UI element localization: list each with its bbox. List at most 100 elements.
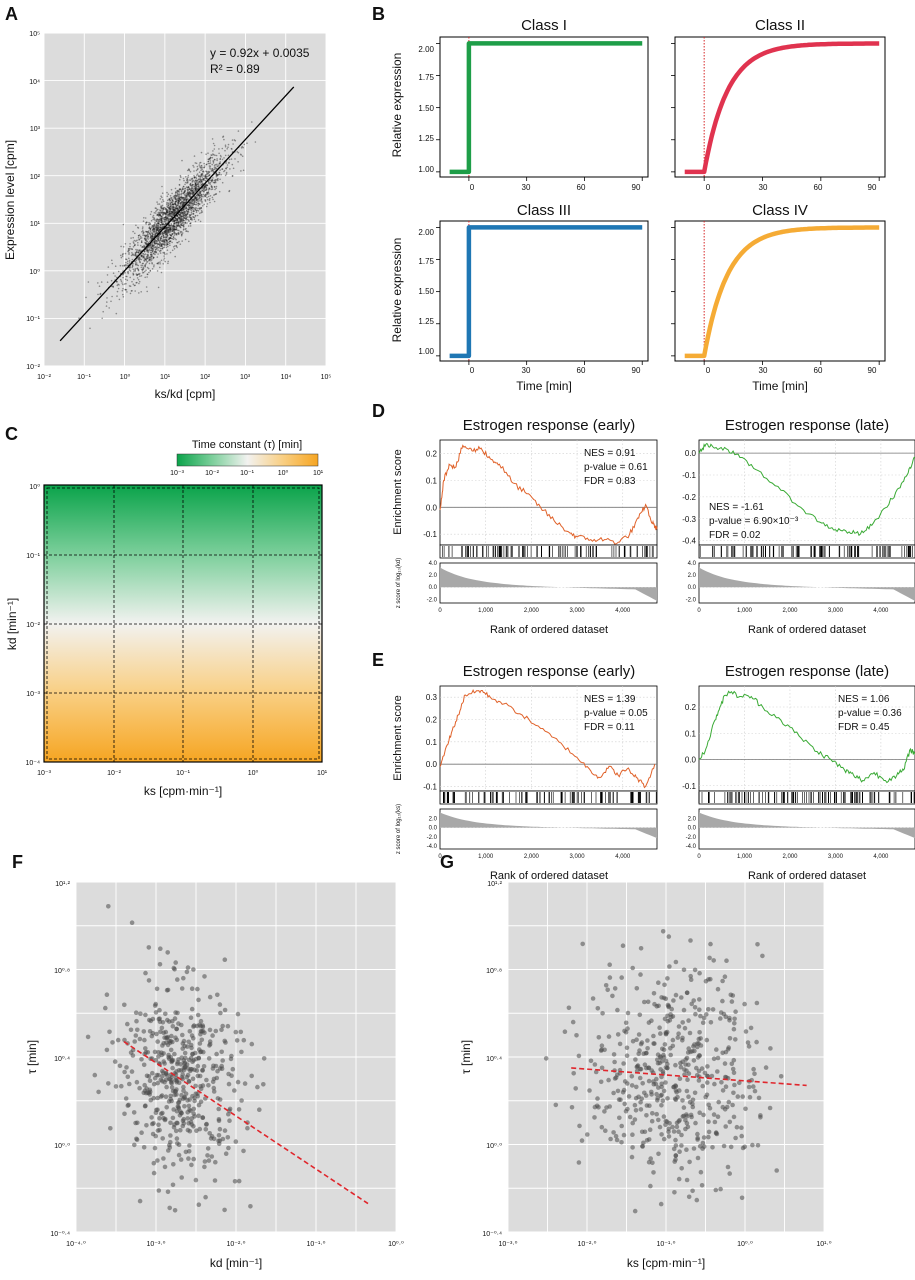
scatter-point	[145, 249, 148, 252]
scatter-point	[169, 213, 171, 215]
scatter-point	[161, 220, 164, 223]
scatter-point	[197, 187, 199, 190]
scatter-point	[186, 188, 189, 191]
scatter-point	[169, 237, 172, 239]
scatter-point	[163, 236, 166, 239]
scatter-point	[190, 189, 192, 191]
scatter-point	[171, 229, 174, 232]
scatter-point	[188, 1119, 194, 1125]
scatter-point	[164, 232, 167, 234]
scatter-point	[115, 281, 118, 283]
panel-g-y-label: τ [min]	[459, 1040, 473, 1074]
scatter-point	[154, 1072, 160, 1078]
scatter-point	[144, 265, 146, 267]
scatter-point	[167, 218, 170, 220]
scatter-point	[171, 216, 174, 218]
scatter-point	[179, 986, 185, 991]
scatter-point	[171, 211, 174, 214]
scatter-point	[173, 212, 176, 215]
scatter-point	[157, 286, 160, 289]
scatter-point	[164, 213, 167, 216]
scatter-point	[185, 196, 187, 198]
scatter-point	[170, 207, 172, 210]
scatter-point	[684, 1147, 689, 1152]
scatter-point	[730, 1066, 736, 1072]
scatter-point	[206, 184, 209, 186]
scatter-point	[143, 1046, 148, 1051]
scatter-point	[176, 225, 178, 228]
scatter-point	[174, 207, 177, 209]
scatter-point	[155, 229, 158, 232]
scatter-point	[129, 285, 132, 288]
scatter-point	[134, 270, 137, 272]
scatter-point	[553, 1102, 559, 1108]
scatter-point	[160, 237, 162, 240]
scatter-point	[699, 1183, 705, 1188]
scatter-point	[164, 223, 167, 225]
scatter-point	[173, 220, 175, 223]
scatter-point	[197, 194, 200, 196]
scatter-point	[165, 230, 167, 232]
scatter-point	[691, 1058, 697, 1063]
scatter-point	[175, 198, 177, 201]
scatter-point	[194, 188, 197, 190]
scatter-point	[203, 179, 205, 181]
scatter-point	[175, 205, 177, 208]
scatter-point	[715, 1055, 721, 1061]
scatter-point	[138, 273, 140, 276]
scatter-point	[116, 276, 118, 279]
scatter-point	[137, 278, 140, 281]
scatter-point	[181, 204, 183, 206]
scatter-point	[223, 138, 225, 141]
scatter-point	[161, 1156, 166, 1161]
scatter-point	[164, 230, 166, 233]
scatter-point	[180, 220, 182, 222]
scatter-point	[196, 173, 199, 175]
scatter-point	[651, 1170, 656, 1175]
scatter-point	[188, 192, 190, 195]
scatter-point	[195, 203, 197, 206]
scatter-point	[201, 178, 204, 181]
scatter-point	[169, 214, 172, 217]
scatter-point	[650, 1111, 655, 1116]
scatter-point	[184, 238, 187, 241]
scatter-point	[611, 1090, 616, 1096]
scatter-point	[206, 192, 209, 194]
scatter-point	[176, 218, 179, 220]
scatter-point	[164, 218, 166, 221]
scatter-point	[163, 243, 166, 246]
scatter-point	[155, 237, 158, 240]
scatter-point	[142, 255, 145, 257]
scatter-point	[135, 263, 137, 266]
scatter-point	[128, 249, 130, 252]
scatter-point	[148, 245, 151, 247]
scatter-point	[166, 210, 168, 212]
scatter-point	[202, 195, 204, 198]
scatter-point	[189, 183, 191, 186]
scatter-point	[191, 200, 193, 203]
scatter-point	[138, 249, 141, 252]
scatter-point	[167, 227, 170, 229]
scatter-point	[182, 1050, 188, 1056]
scatter-point	[135, 251, 138, 254]
scatter-point	[197, 198, 199, 200]
scatter-point	[181, 202, 183, 204]
scatter-point	[154, 207, 157, 209]
es-curve	[439, 444, 658, 545]
scatter-point	[199, 165, 201, 168]
y-tick-label: 10¹·²	[487, 881, 502, 888]
scatter-point	[200, 194, 203, 197]
scatter-point	[199, 212, 201, 215]
x-tick-label: 1,000	[737, 854, 753, 860]
scatter-point	[149, 258, 151, 261]
scatter-point	[143, 251, 146, 253]
scatter-point	[128, 248, 130, 250]
scatter-point	[186, 186, 189, 189]
scatter-point	[199, 161, 202, 164]
scatter-point	[142, 1037, 147, 1043]
scatter-point	[206, 191, 208, 194]
scatter-point	[157, 211, 160, 214]
scatter-point	[249, 1073, 254, 1079]
scatter-point	[163, 252, 166, 255]
scatter-point	[189, 193, 191, 195]
